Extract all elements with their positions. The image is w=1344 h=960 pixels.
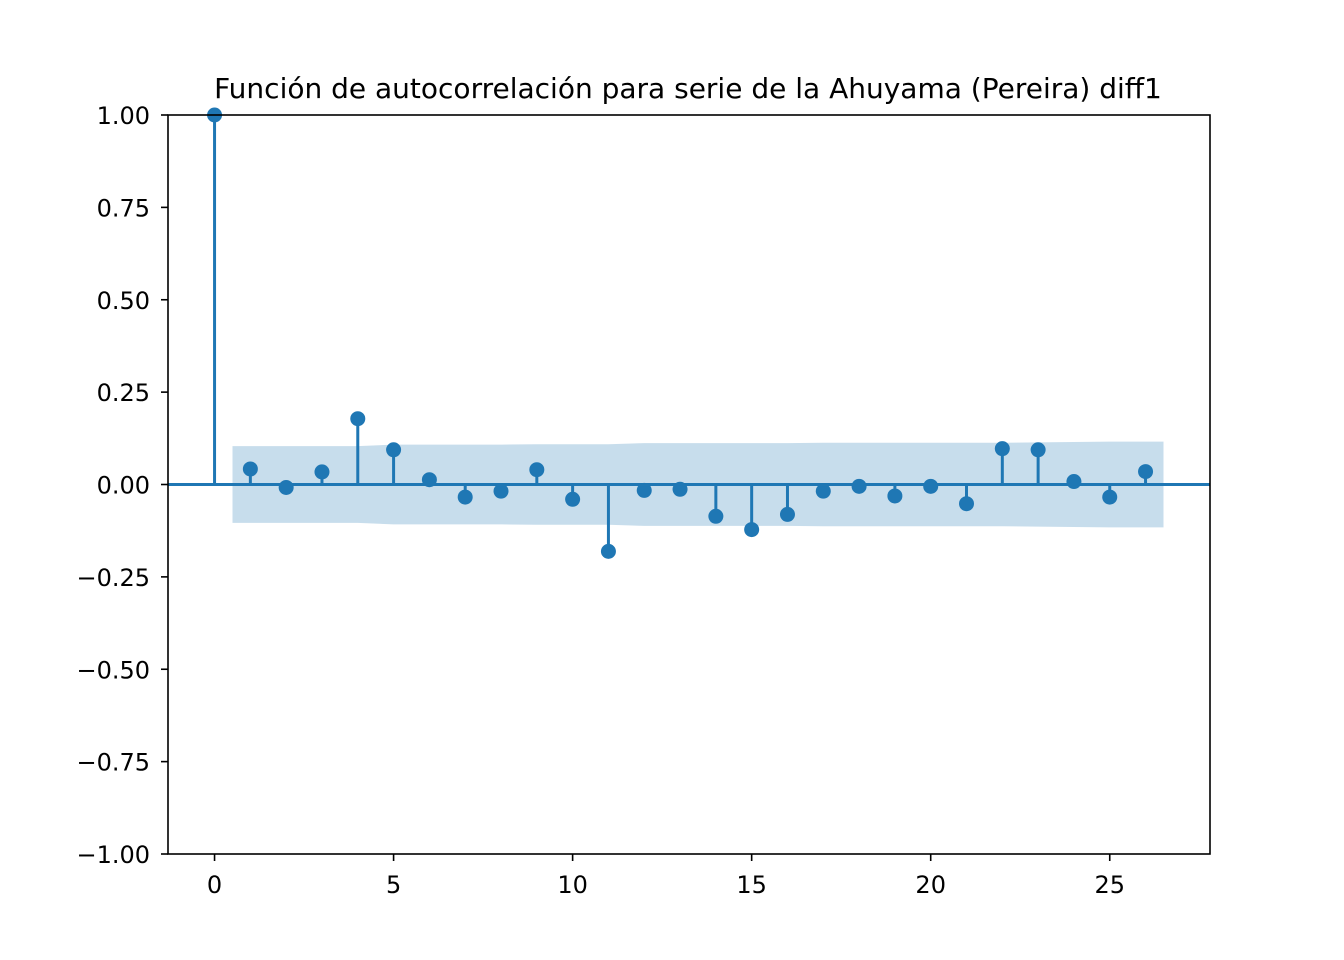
x-tick-label: 15 — [736, 871, 767, 899]
axes: 0 5 10 15 20 25 −1.00 −0.75 −0.50 −0.25 0.00 0.25 0.… — [76, 102, 1211, 899]
acf-point-lag-12 — [636, 482, 652, 498]
y-tick-label: 0.75 — [97, 194, 150, 222]
acf-point-lag-15 — [744, 522, 760, 538]
x-tick-label: 25 — [1094, 871, 1125, 899]
y-tick-label: 0.25 — [97, 379, 150, 407]
acf-point-lag-6 — [421, 472, 437, 488]
acf-point-lag-16 — [779, 506, 795, 522]
acf-point-lag-2 — [278, 479, 294, 495]
acf-point-lag-9 — [529, 462, 545, 478]
acf-point-lag-19 — [887, 488, 903, 504]
acf-point-lag-7 — [457, 489, 473, 505]
acf-point-lag-22 — [994, 441, 1010, 457]
x-tick-label: 5 — [386, 871, 401, 899]
acf-point-lag-3 — [314, 464, 330, 480]
acf-point-lag-18 — [851, 478, 867, 494]
acf-point-lag-24 — [1066, 474, 1082, 490]
plot-area — [168, 107, 1210, 559]
acf-point-lag-20 — [923, 478, 939, 494]
chart-title: Función de autocorrelación para serie de… — [214, 72, 1162, 105]
acf-point-lag-5 — [386, 442, 402, 458]
acf-point-lag-1 — [242, 461, 258, 477]
acf-point-lag-11 — [600, 543, 616, 559]
y-tick-label: −0.50 — [76, 656, 150, 684]
x-tick-label: 20 — [915, 871, 946, 899]
y-tick-label: −0.25 — [76, 564, 150, 592]
acf-point-lag-4 — [350, 411, 366, 427]
x-tick-label: 0 — [207, 871, 222, 899]
y-tick-label: 0.00 — [97, 472, 150, 500]
acf-point-lag-8 — [493, 483, 509, 499]
acf-point-lag-13 — [672, 481, 688, 497]
acf-point-lag-26 — [1138, 464, 1154, 480]
y-tick-label: 0.50 — [97, 287, 150, 315]
x-tick-label: 10 — [557, 871, 588, 899]
acf-point-lag-17 — [815, 483, 831, 499]
y-tick-label: −1.00 — [76, 841, 150, 869]
y-tick-label: −0.75 — [76, 749, 150, 777]
acf-point-lag-25 — [1102, 489, 1118, 505]
y-tick-label: 1.00 — [97, 102, 150, 130]
acf-point-lag-21 — [959, 496, 975, 512]
acf-point-lag-23 — [1030, 442, 1046, 458]
acf-point-lag-14 — [708, 508, 724, 524]
acf-point-lag-10 — [565, 491, 581, 507]
